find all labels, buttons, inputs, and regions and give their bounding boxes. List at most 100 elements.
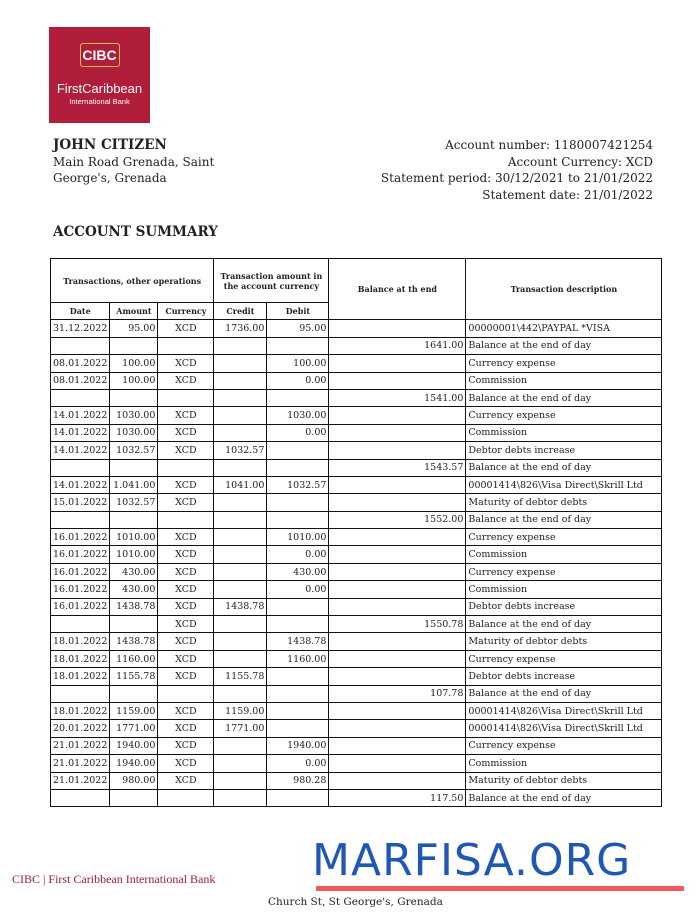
cell-debit [266, 336, 330, 356]
cell-balance: 1543.57 [328, 458, 467, 477]
cell-credit [213, 684, 268, 703]
cell-amount: 430.00 [109, 580, 159, 599]
cell-description: Commission [465, 371, 663, 390]
cell-date [49, 510, 111, 530]
cell-date: 14.01.2022 [49, 406, 111, 425]
cell-description: Debtor debts increase [465, 441, 663, 460]
table-row: 16.01.2022 1010.00 XCD 1010.00 Currency expe… [49, 528, 663, 547]
cell-credit [213, 510, 268, 530]
table-row: 18.01.2022 1155.78 XCD 1155.78 Debtor debts … [49, 667, 663, 686]
cell-credit [213, 423, 268, 443]
cell-balance: 1550.78 [328, 615, 467, 634]
cell-description: 00001414\826\Visa Direct\Skrill Ltd [465, 719, 663, 738]
cell-debit [266, 510, 330, 530]
cell-description: Currency expense [465, 406, 663, 425]
cell-date: 16.01.2022 [49, 580, 111, 599]
cell-amount [109, 388, 159, 408]
cell-currency: XCD [157, 423, 215, 443]
cell-amount [109, 510, 159, 530]
footer-bank-name: CIBC | First Caribbean International Ban… [12, 872, 216, 886]
cell-credit [213, 493, 268, 512]
cell-balance [328, 754, 467, 773]
header-date: Date [49, 301, 111, 321]
cell-amount: 100.00 [109, 354, 159, 373]
cell-description: 00000001\442\PAYPAL *VISA [465, 319, 663, 338]
watermark: MARFISA.ORG [312, 835, 632, 886]
cell-debit [266, 441, 330, 460]
cell-debit: 0.00 [266, 580, 330, 599]
cell-debit [266, 701, 330, 721]
cell-description: 00001414\826\Visa Direct\Skrill Ltd [465, 701, 663, 721]
cell-date [49, 388, 111, 408]
logo-sub: International Bank [69, 97, 130, 106]
cell-description: Balance at the end of day [465, 684, 663, 703]
cell-date: 15.01.2022 [49, 493, 111, 512]
cell-balance [328, 771, 467, 790]
cell-currency [157, 388, 215, 408]
cell-description: Balance at the end of day [465, 458, 663, 477]
cell-currency: XCD [157, 701, 215, 721]
cell-balance [328, 493, 467, 512]
footer-address: Church St, St George's, Grenada [268, 896, 443, 908]
cell-description: Currency expense [465, 649, 663, 669]
cell-date [49, 458, 111, 477]
cell-debit: 980.28 [266, 771, 330, 790]
cell-debit [266, 458, 330, 477]
cell-amount: 1160.00 [109, 649, 159, 669]
cell-debit: 0.00 [266, 371, 330, 390]
header-currency: Currency [157, 301, 215, 321]
cell-amount: 95.00 [109, 319, 159, 338]
cell-balance: 1541.00 [328, 388, 467, 408]
cell-credit [213, 388, 268, 408]
cell-amount: 430.00 [109, 562, 159, 582]
cell-date: 16.01.2022 [49, 528, 111, 547]
cell-credit: 1032.57 [213, 441, 268, 460]
cell-credit [213, 458, 268, 477]
cell-description: Balance at the end of day [465, 615, 663, 634]
cell-amount [109, 458, 159, 477]
cell-currency: XCD [157, 649, 215, 669]
cell-date: 18.01.2022 [49, 667, 111, 686]
cell-balance [328, 580, 467, 599]
cell-amount [109, 336, 159, 356]
cell-currency [157, 684, 215, 703]
table-row: 08.01.2022 100.00 XCD 100.00 Currency expens… [49, 354, 663, 373]
cell-debit: 1010.00 [266, 528, 330, 547]
cell-balance [328, 667, 467, 686]
header-balance: Balance at th end [328, 257, 467, 321]
cell-credit [213, 545, 268, 564]
cell-amount: 1771.00 [109, 719, 159, 738]
cell-date: 16.01.2022 [49, 597, 111, 617]
table-row: 20.01.2022 1771.00 XCD 1771.00 00001414\826\… [49, 719, 663, 738]
table-row: 08.01.2022 100.00 XCD 0.00 Commission [49, 371, 663, 390]
table-row: 14.01.2022 1.041.00 XCD 1041.00 1032.57 00001… [49, 475, 663, 495]
cell-debit: 0.00 [266, 754, 330, 773]
cell-credit [213, 771, 268, 790]
logo-mark: CIBC [79, 43, 120, 67]
cell-date: 14.01.2022 [49, 441, 111, 460]
cell-credit [213, 736, 268, 756]
customer-name: JOHN CITIZEN [53, 137, 167, 153]
cell-balance [328, 406, 467, 425]
cell-date: 18.01.2022 [49, 701, 111, 721]
cell-date: 14.01.2022 [49, 423, 111, 443]
account-currency: Account Currency: XCD [507, 154, 653, 169]
cell-credit [213, 788, 268, 808]
cell-description: Maturity of debtor debts [465, 493, 663, 512]
cell-credit [213, 615, 268, 634]
cell-currency: XCD [157, 354, 215, 373]
statement-date: Statement date: 21/01/2022 [482, 187, 653, 202]
header-description: Transaction description [465, 257, 663, 321]
cell-debit: 430.00 [266, 562, 330, 582]
cell-currency [157, 458, 215, 477]
cell-debit [266, 597, 330, 617]
table-row: 21.01.2022 980.00 XCD 980.28 Maturity of deb… [49, 771, 663, 790]
cell-credit [213, 354, 268, 373]
cell-amount [109, 788, 159, 808]
cell-currency: XCD [157, 545, 215, 564]
table-row: 1541.00 Balance at the end of day [49, 388, 663, 408]
cell-currency: XCD [157, 719, 215, 738]
account-info: Account number: 1180007421254 Account Cu… [381, 137, 653, 203]
cell-debit [266, 788, 330, 808]
cell-currency: XCD [157, 493, 215, 512]
